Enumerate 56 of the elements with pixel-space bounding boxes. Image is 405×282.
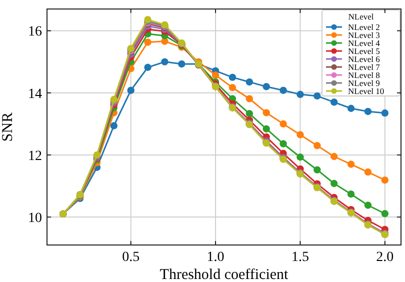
x-tick-label: 1.5 xyxy=(291,250,309,265)
point xyxy=(262,125,270,132)
point xyxy=(280,140,287,148)
point xyxy=(330,180,338,188)
point xyxy=(314,166,321,174)
point xyxy=(381,210,389,218)
point xyxy=(364,168,372,176)
x-tick-label: 0.5 xyxy=(122,250,140,265)
point xyxy=(246,95,254,102)
legend-label: NLevel 2 xyxy=(348,22,380,32)
legend-title: NLevel xyxy=(348,12,374,22)
point xyxy=(280,86,287,94)
point xyxy=(364,202,372,209)
point xyxy=(262,83,270,90)
point xyxy=(330,152,338,160)
legend-label: NLevel 7 xyxy=(348,62,380,72)
point xyxy=(381,109,389,117)
legend-label: NLevel 6 xyxy=(348,54,380,64)
point xyxy=(228,74,236,81)
point xyxy=(144,64,152,71)
point xyxy=(280,120,287,128)
point xyxy=(314,92,321,100)
y-tick-label: 14 xyxy=(28,86,42,102)
point xyxy=(296,131,304,138)
legend-label: NLevel 10 xyxy=(348,86,384,96)
y-tick-label: 12 xyxy=(28,148,42,164)
point xyxy=(347,160,355,168)
point xyxy=(347,190,355,198)
x-axis-title: Threshold coefficient xyxy=(160,267,290,282)
legend-label: NLevel 4 xyxy=(348,38,381,48)
point xyxy=(296,154,304,161)
point xyxy=(161,58,168,66)
point xyxy=(178,60,186,68)
point xyxy=(364,108,372,116)
point xyxy=(246,110,254,118)
legend-label: NLevel 9 xyxy=(348,78,380,88)
legend-label: NLevel 3 xyxy=(348,30,380,40)
point xyxy=(110,122,118,130)
point xyxy=(330,98,338,106)
x-tick-label: 1.0 xyxy=(206,250,224,265)
point xyxy=(314,142,321,150)
point xyxy=(381,176,389,184)
point xyxy=(262,109,270,116)
point xyxy=(144,38,152,46)
point xyxy=(228,84,236,92)
point xyxy=(127,86,134,94)
y-axis-title: SNR xyxy=(0,112,16,142)
point xyxy=(296,90,304,98)
point xyxy=(347,104,355,112)
point xyxy=(212,72,220,79)
y-tick-label: 16 xyxy=(28,24,42,40)
legend-label: NLevel 5 xyxy=(348,46,380,56)
point xyxy=(246,78,254,86)
y-tick-label: 10 xyxy=(28,211,42,226)
legend-label: NLevel 8 xyxy=(348,70,380,80)
x-tick-label: 2.0 xyxy=(376,250,394,265)
